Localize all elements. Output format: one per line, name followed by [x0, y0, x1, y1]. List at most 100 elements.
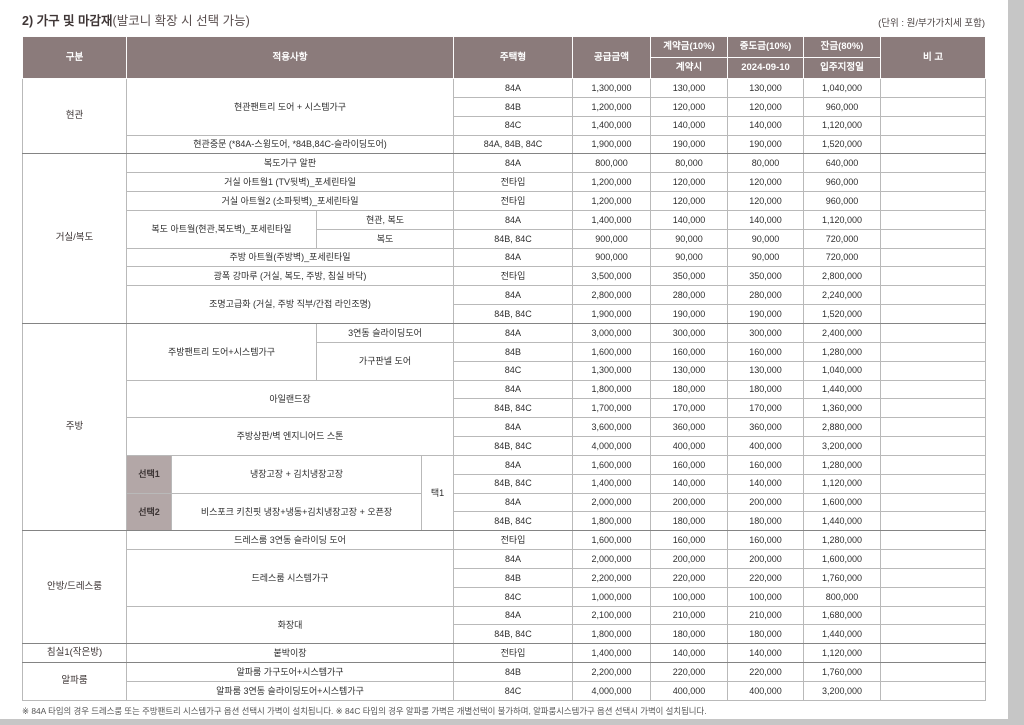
remark-cell: [880, 247, 987, 268]
amount-cell: 400,000: [650, 681, 729, 701]
type-cell: 84B, 84C: [453, 228, 574, 249]
amount-cell: 280,000: [650, 285, 729, 306]
header-bar: 2) 가구 및 마감재(발코니 확장 시 선택 가능) (단위 : 원/부가가치…: [22, 10, 985, 29]
amount-cell: 3,200,000: [803, 436, 882, 456]
type-cell: 84A: [453, 454, 574, 475]
type-cell: 전타입: [453, 191, 574, 211]
amount-cell: 140,000: [727, 473, 805, 494]
amount-cell: 180,000: [727, 511, 805, 532]
type-cell: 84B, 84C: [453, 473, 574, 494]
table-row: 화장대 84A 2,100,000 210,000 210,000 1,680,000: [23, 605, 987, 645]
amount-cell: 190,000: [727, 134, 805, 155]
amount-cell: 1,680,000: [803, 605, 882, 626]
amount-cell: 1,800,000: [572, 511, 652, 532]
amount-cell: 1,440,000: [803, 624, 882, 645]
amount-cell: 200,000: [727, 492, 805, 513]
amount-cell: 190,000: [727, 304, 805, 324]
amount-cell: 1,200,000: [572, 172, 652, 193]
amount-cell: 90,000: [727, 247, 805, 268]
amount-cell: 900,000: [572, 247, 652, 268]
amount-cell: 3,600,000: [572, 417, 652, 438]
amount-cell: 800,000: [803, 586, 882, 607]
table-row: 복도 아트월(현관,복도벽)_포세린타일 현관, 복도 84A 1,400,000 14…: [23, 209, 987, 249]
remark-cell: [880, 398, 987, 419]
type-cell: 84B, 84C: [453, 436, 574, 456]
type-cell: 84A: [453, 209, 574, 230]
amount-cell: 190,000: [650, 304, 729, 324]
amount-cell: 1,000,000: [572, 586, 652, 607]
table-row: 84B 1,200,000 120,000 120,000 960,000: [23, 96, 987, 117]
amount-cell: 1,120,000: [803, 473, 882, 494]
amount-cell: 2,000,000: [572, 549, 652, 569]
amount-cell: 100,000: [727, 586, 805, 607]
amount-cell: 90,000: [650, 228, 729, 249]
table-row: 거실 아트월2 (소파뒷벽)_포세린타일 전타입 1,200,000 120,000 1…: [23, 191, 987, 211]
amount-cell: 720,000: [803, 228, 882, 249]
amount-cell: 220,000: [650, 662, 729, 682]
item-cell: 비스포크 키친핏 냉장+냉동+김치냉장고장 + 오픈장: [171, 492, 422, 532]
unit-note: (단위 : 원/부가가치세 포함): [878, 18, 985, 29]
amount-cell: 100,000: [650, 586, 729, 607]
table-row: 안방/드레스룸 드레스룸 3연동 슬라이딩 도어 전타입 1,600,000 160,0…: [22, 530, 987, 645]
type-cell: 84A: [453, 549, 574, 569]
amount-cell: 140,000: [650, 115, 729, 136]
item-cell: 알파룸 가구도어+시스템가구: [125, 662, 455, 682]
amount-cell: 140,000: [727, 209, 805, 230]
table-row: 84B 2,200,000 220,000 220,000 1,760,000: [23, 567, 987, 588]
item-cell: 냉장고장 + 김치냉장고장: [171, 454, 422, 494]
table-row: 84B, 84C 1,400,000 140,000 140,000 1,120,000: [23, 473, 987, 494]
remark-cell: [880, 191, 987, 211]
amount-cell: 1,400,000: [572, 473, 652, 494]
amount-cell: 140,000: [727, 643, 805, 664]
amount-cell: 220,000: [727, 662, 805, 682]
amount-cell: 1,600,000: [803, 549, 882, 569]
type-cell: 84B, 84C: [453, 624, 574, 645]
item-cell: 주방 아트월(주방벽)_포세린타일: [125, 247, 455, 268]
column-header-supply: 공급금액: [572, 36, 652, 79]
amount-cell: 1,120,000: [803, 643, 882, 664]
amount-cell: 1,760,000: [803, 567, 882, 588]
table-row: 알파룸 알파룸 가구도어+시스템가구 84B 2,200,000 220,000 220,…: [22, 662, 987, 701]
table-row: 선택2 비스포크 키친핏 냉장+냉동+김치냉장고장 + 오픈장 84A 2,000,0…: [23, 492, 987, 532]
amount-cell: 130,000: [650, 360, 729, 381]
column-header-interim: 중도금(10%): [727, 36, 805, 58]
amount-cell: 170,000: [727, 398, 805, 419]
amount-cell: 1,600,000: [572, 341, 652, 362]
type-cell: 84B, 84C: [453, 511, 574, 532]
table-row: 현관 현관팬트리 도어 + 시스템가구 84A 1,300,000 130,000 130…: [22, 77, 987, 155]
item-sub-cell: 복도: [315, 228, 455, 249]
amount-cell: 300,000: [650, 322, 729, 343]
table-row: 84B, 84C 1,800,000 180,000 180,000 1,440,000: [23, 511, 987, 532]
type-cell: 84A: [453, 322, 574, 343]
item-cell: 드레스룸 3연동 슬라이딩 도어: [125, 530, 455, 551]
amount-cell: 1,600,000: [572, 454, 652, 475]
amount-cell: 2,880,000: [803, 417, 882, 438]
table-row: 주방 아트월(주방벽)_포세린타일 84A 900,000 90,000 90,000 7…: [23, 247, 987, 268]
amount-cell: 160,000: [727, 341, 805, 362]
amount-cell: 1,120,000: [803, 209, 882, 230]
amount-cell: 200,000: [727, 549, 805, 569]
amount-cell: 120,000: [727, 96, 805, 117]
category-cell: 침실1(작은방): [22, 643, 127, 664]
column-header-contract: 계약금(10%): [650, 36, 729, 58]
amount-cell: 1,520,000: [803, 134, 882, 155]
remark-cell: [880, 492, 987, 513]
amount-cell: 2,100,000: [572, 605, 652, 626]
amount-cell: 1,800,000: [572, 379, 652, 400]
item-cell: 드레스룸 시스템가구: [125, 549, 455, 607]
remark-cell: [880, 78, 987, 98]
amount-cell: 800,000: [572, 153, 652, 174]
type-cell: 84A: [453, 379, 574, 400]
amount-cell: 170,000: [650, 398, 729, 419]
amount-cell: 350,000: [727, 266, 805, 287]
amount-cell: 120,000: [650, 191, 729, 211]
table-row: 주방 주방팬트리 도어+시스템가구 3연동 슬라이딩도어 84A 3,000,000 30…: [22, 322, 987, 532]
amount-cell: 1,280,000: [803, 530, 882, 551]
type-cell: 84B: [453, 567, 574, 588]
footnote: ※ 84A 타입의 경우 드레스룸 또는 주방팬트리 시스템가구 옵션 선택시 …: [22, 705, 707, 716]
table-row: 84B, 84C 1,800,000 180,000 180,000 1,440,000: [23, 624, 987, 645]
remark-cell: [880, 153, 987, 174]
remark-cell: [880, 360, 987, 381]
amount-cell: 140,000: [650, 473, 729, 494]
remark-cell: [880, 228, 987, 249]
